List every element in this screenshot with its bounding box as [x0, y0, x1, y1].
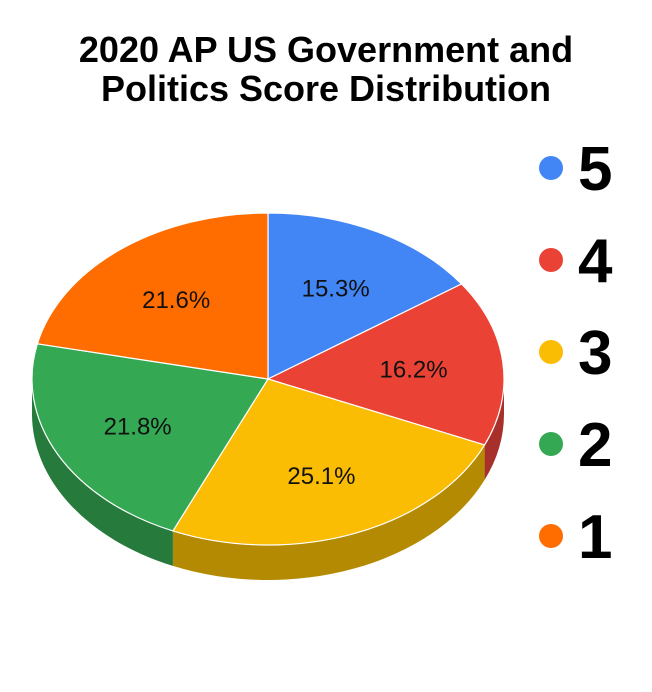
- pie-depth: [32, 379, 504, 580]
- chart-title-line-1: 2020 AP US Government and: [78, 29, 574, 70]
- pie-slices: [31, 212, 505, 546]
- legend: 5 4 3 2 1: [539, 135, 613, 572]
- legend-item-1[interactable]: 1: [539, 503, 612, 572]
- legend-swatch: [539, 432, 563, 456]
- legend-item-4[interactable]: 4: [539, 227, 613, 296]
- slice-value-label-1: 21.6%: [142, 287, 210, 314]
- chart-title-line-2: Politics Score Distribution: [100, 68, 552, 109]
- legend-label: 2: [578, 411, 612, 480]
- pie-side-2: [32, 379, 173, 566]
- slice-value-label-4: 16.2%: [380, 357, 448, 384]
- pie-slice-1[interactable]: [36, 212, 269, 380]
- legend-item-3[interactable]: 3: [539, 319, 612, 388]
- chart-title: 2020 AP US Government and Politics Score…: [0, 30, 652, 108]
- slice-value-label-5: 15.3%: [302, 276, 370, 303]
- legend-label: 1: [578, 503, 612, 572]
- pie-side-3: [172, 444, 485, 580]
- legend-swatch: [539, 524, 563, 548]
- pie-slice-3[interactable]: [171, 378, 486, 546]
- slice-value-label-2: 21.8%: [104, 414, 172, 441]
- pie-value-labels: 15.3% 16.2% 25.1% 21.8% 21.6%: [104, 276, 448, 490]
- legend-item-2[interactable]: 2: [539, 411, 612, 480]
- legend-swatch: [539, 248, 563, 272]
- legend-label: 5: [578, 135, 612, 204]
- pie-side-4: [484, 379, 504, 480]
- pie-slice-2[interactable]: [31, 343, 269, 532]
- legend-item-5[interactable]: 5: [539, 135, 612, 204]
- legend-label: 3: [578, 319, 612, 388]
- pie-slice-4[interactable]: [266, 283, 505, 446]
- legend-swatch: [539, 156, 563, 180]
- legend-swatch: [539, 340, 563, 364]
- slice-value-label-3: 25.1%: [287, 463, 355, 490]
- legend-label: 4: [578, 227, 613, 296]
- pie-slice-5[interactable]: [267, 212, 463, 380]
